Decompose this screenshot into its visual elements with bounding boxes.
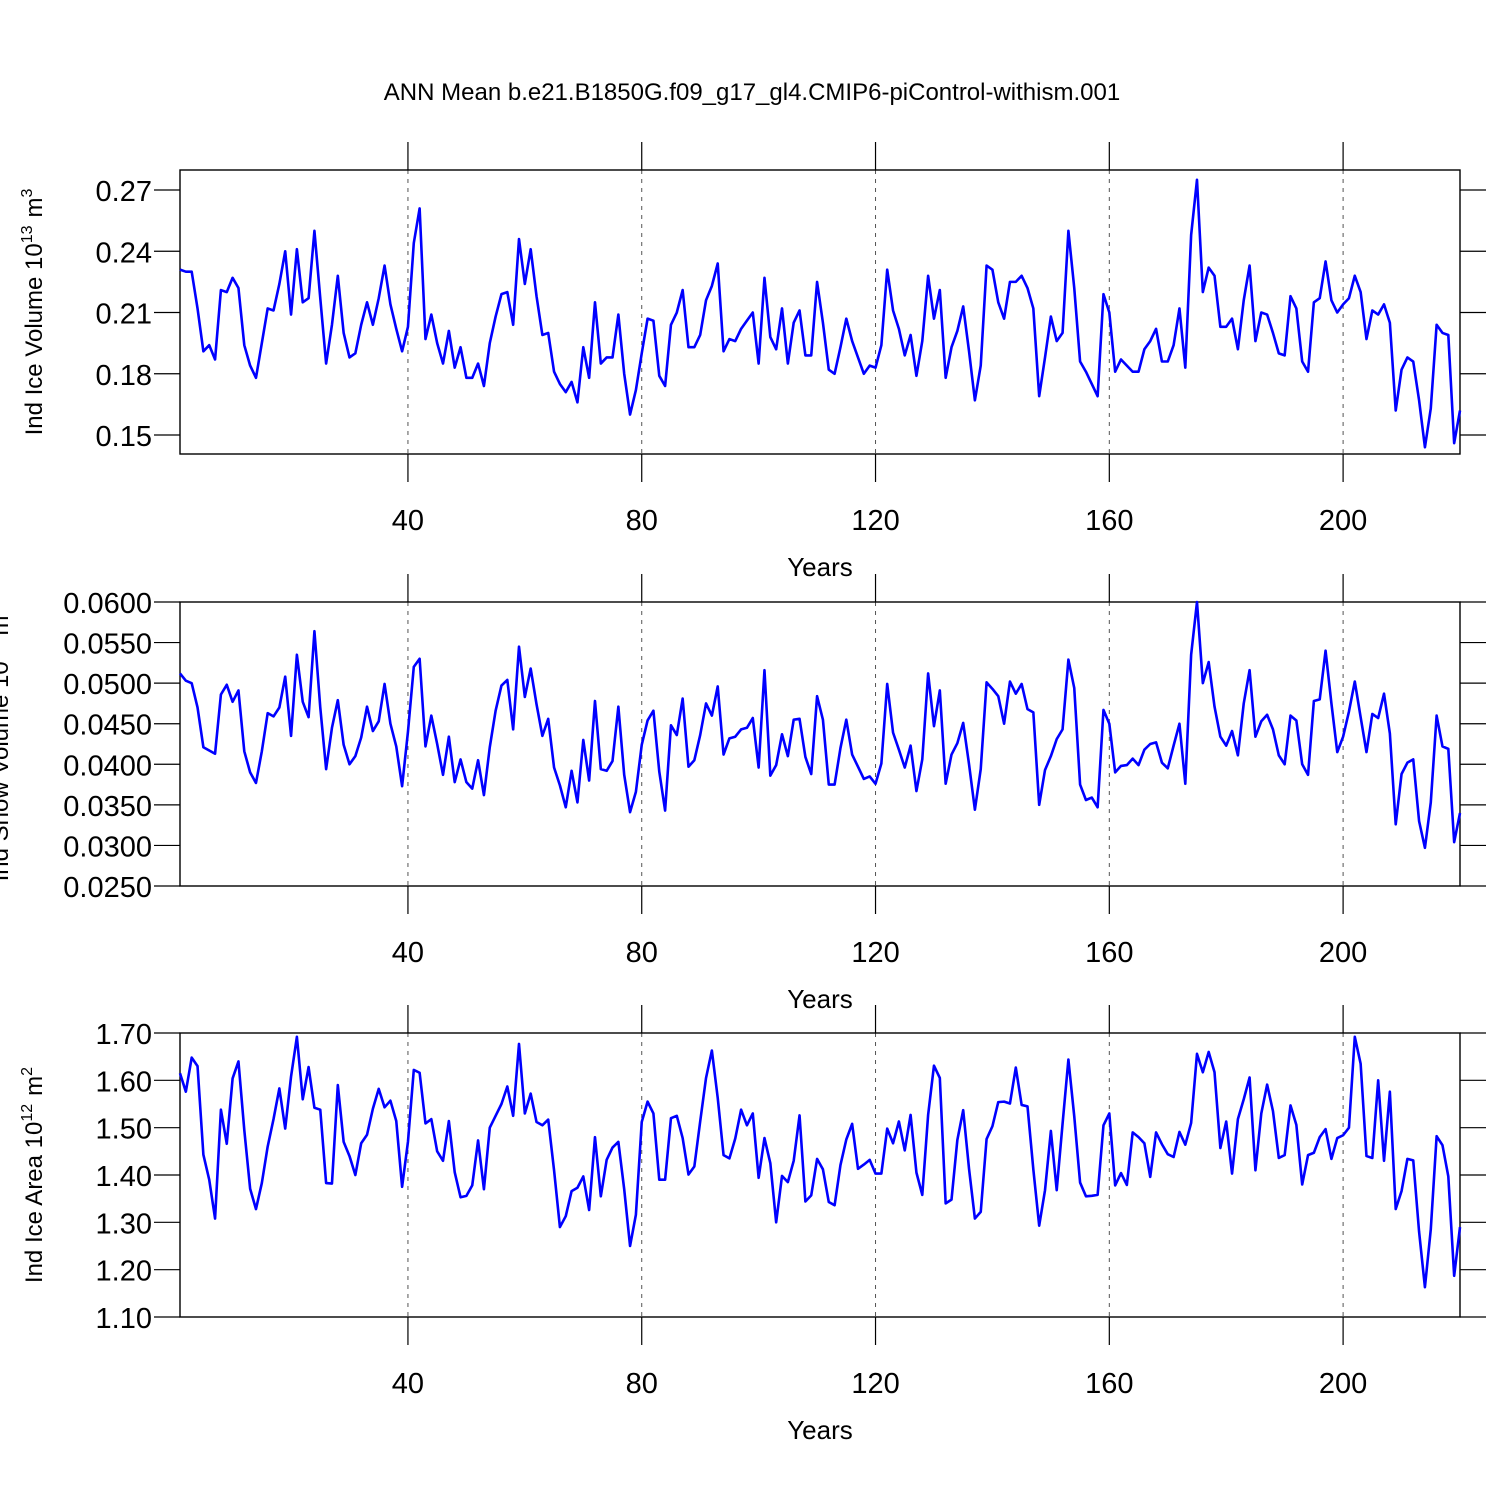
y-tick-label: 1.70 xyxy=(96,1019,152,1051)
y-tick-label: 0.21 xyxy=(96,299,152,331)
data-line xyxy=(178,600,1462,850)
y-tick-label: 1.40 xyxy=(96,1161,152,1193)
y-label-unit: m xyxy=(0,615,14,635)
x-axis-title: Years xyxy=(787,1415,853,1445)
y-tick-label: 1.30 xyxy=(96,1208,152,1240)
x-tick-label: 200 xyxy=(1319,505,1367,537)
x-tick-label: 200 xyxy=(1319,937,1367,969)
y-tick-label: 0.18 xyxy=(96,360,152,392)
y-tick-label: 1.50 xyxy=(96,1114,152,1146)
y-label-text: Ind Ice Volume 10 xyxy=(21,243,48,435)
y-tick-label: 0.0450 xyxy=(63,710,152,742)
y-tick-label: 1.20 xyxy=(96,1256,152,1288)
x-axis-title: Years xyxy=(787,984,853,1014)
plot-frame xyxy=(179,601,1461,887)
y-axis-title: Ind Ice Area 1012 m2 xyxy=(19,1067,48,1283)
figure-title: ANN Mean b.e21.B1850G.f09_g17_gl4.CMIP6-… xyxy=(384,79,1120,106)
y-tick-label: 0.27 xyxy=(96,176,152,208)
y-label-exponent: 12 xyxy=(19,1104,36,1122)
plot-frame xyxy=(179,169,1461,455)
x-tick-label: 80 xyxy=(626,1368,658,1400)
x-tick-label: 160 xyxy=(1085,505,1133,537)
x-tick-label: 160 xyxy=(1085,1368,1133,1400)
y-label-exponent: 13 xyxy=(0,643,2,661)
y-tick-label: 0.0400 xyxy=(63,750,152,782)
x-tick-label: 40 xyxy=(392,1368,424,1400)
y-label-unit: m xyxy=(21,197,48,217)
y-tick-label: 0.0550 xyxy=(63,629,152,661)
y-label-text: Ind Ice Area 10 xyxy=(21,1122,48,1283)
x-tick-label: 200 xyxy=(1319,1368,1367,1400)
y-label-unit: m xyxy=(21,1076,48,1096)
y-tick-label: 0.0500 xyxy=(63,669,152,701)
y-label-unit-exponent: 3 xyxy=(0,606,2,615)
y-tick-label: 0.24 xyxy=(96,237,152,269)
plot-frame xyxy=(179,1032,1461,1318)
x-tick-label: 120 xyxy=(851,937,899,969)
x-tick-label: 120 xyxy=(851,1368,899,1400)
y-tick-label: 0.0300 xyxy=(63,831,152,863)
y-tick-label: 1.60 xyxy=(96,1066,152,1098)
x-axis-title: Years xyxy=(787,552,853,582)
y-label-text: Ind Snow Volume 10 xyxy=(0,661,14,881)
x-tick-label: 80 xyxy=(626,937,658,969)
y-tick-label: 1.10 xyxy=(96,1303,152,1335)
y-tick-label: 0.0250 xyxy=(63,872,152,904)
y-label-exponent: 13 xyxy=(19,225,36,243)
x-tick-label: 40 xyxy=(392,505,424,537)
x-tick-label: 40 xyxy=(392,937,424,969)
y-tick-label: 0.15 xyxy=(96,421,152,453)
y-tick-label: 0.0600 xyxy=(63,588,152,620)
x-tick-label: 80 xyxy=(626,505,658,537)
y-axis-title: Ind Snow Volume 1013 m3 xyxy=(0,606,14,881)
x-tick-label: 120 xyxy=(851,505,899,537)
y-tick-label: 0.0350 xyxy=(63,791,152,823)
y-label-unit-exponent: 2 xyxy=(19,1067,36,1076)
data-line xyxy=(179,178,1462,449)
y-label-unit-exponent: 3 xyxy=(19,188,36,197)
y-axis-title: Ind Ice Volume 1013 m3 xyxy=(19,188,48,435)
x-tick-label: 160 xyxy=(1085,937,1133,969)
data-line xyxy=(178,1035,1462,1289)
